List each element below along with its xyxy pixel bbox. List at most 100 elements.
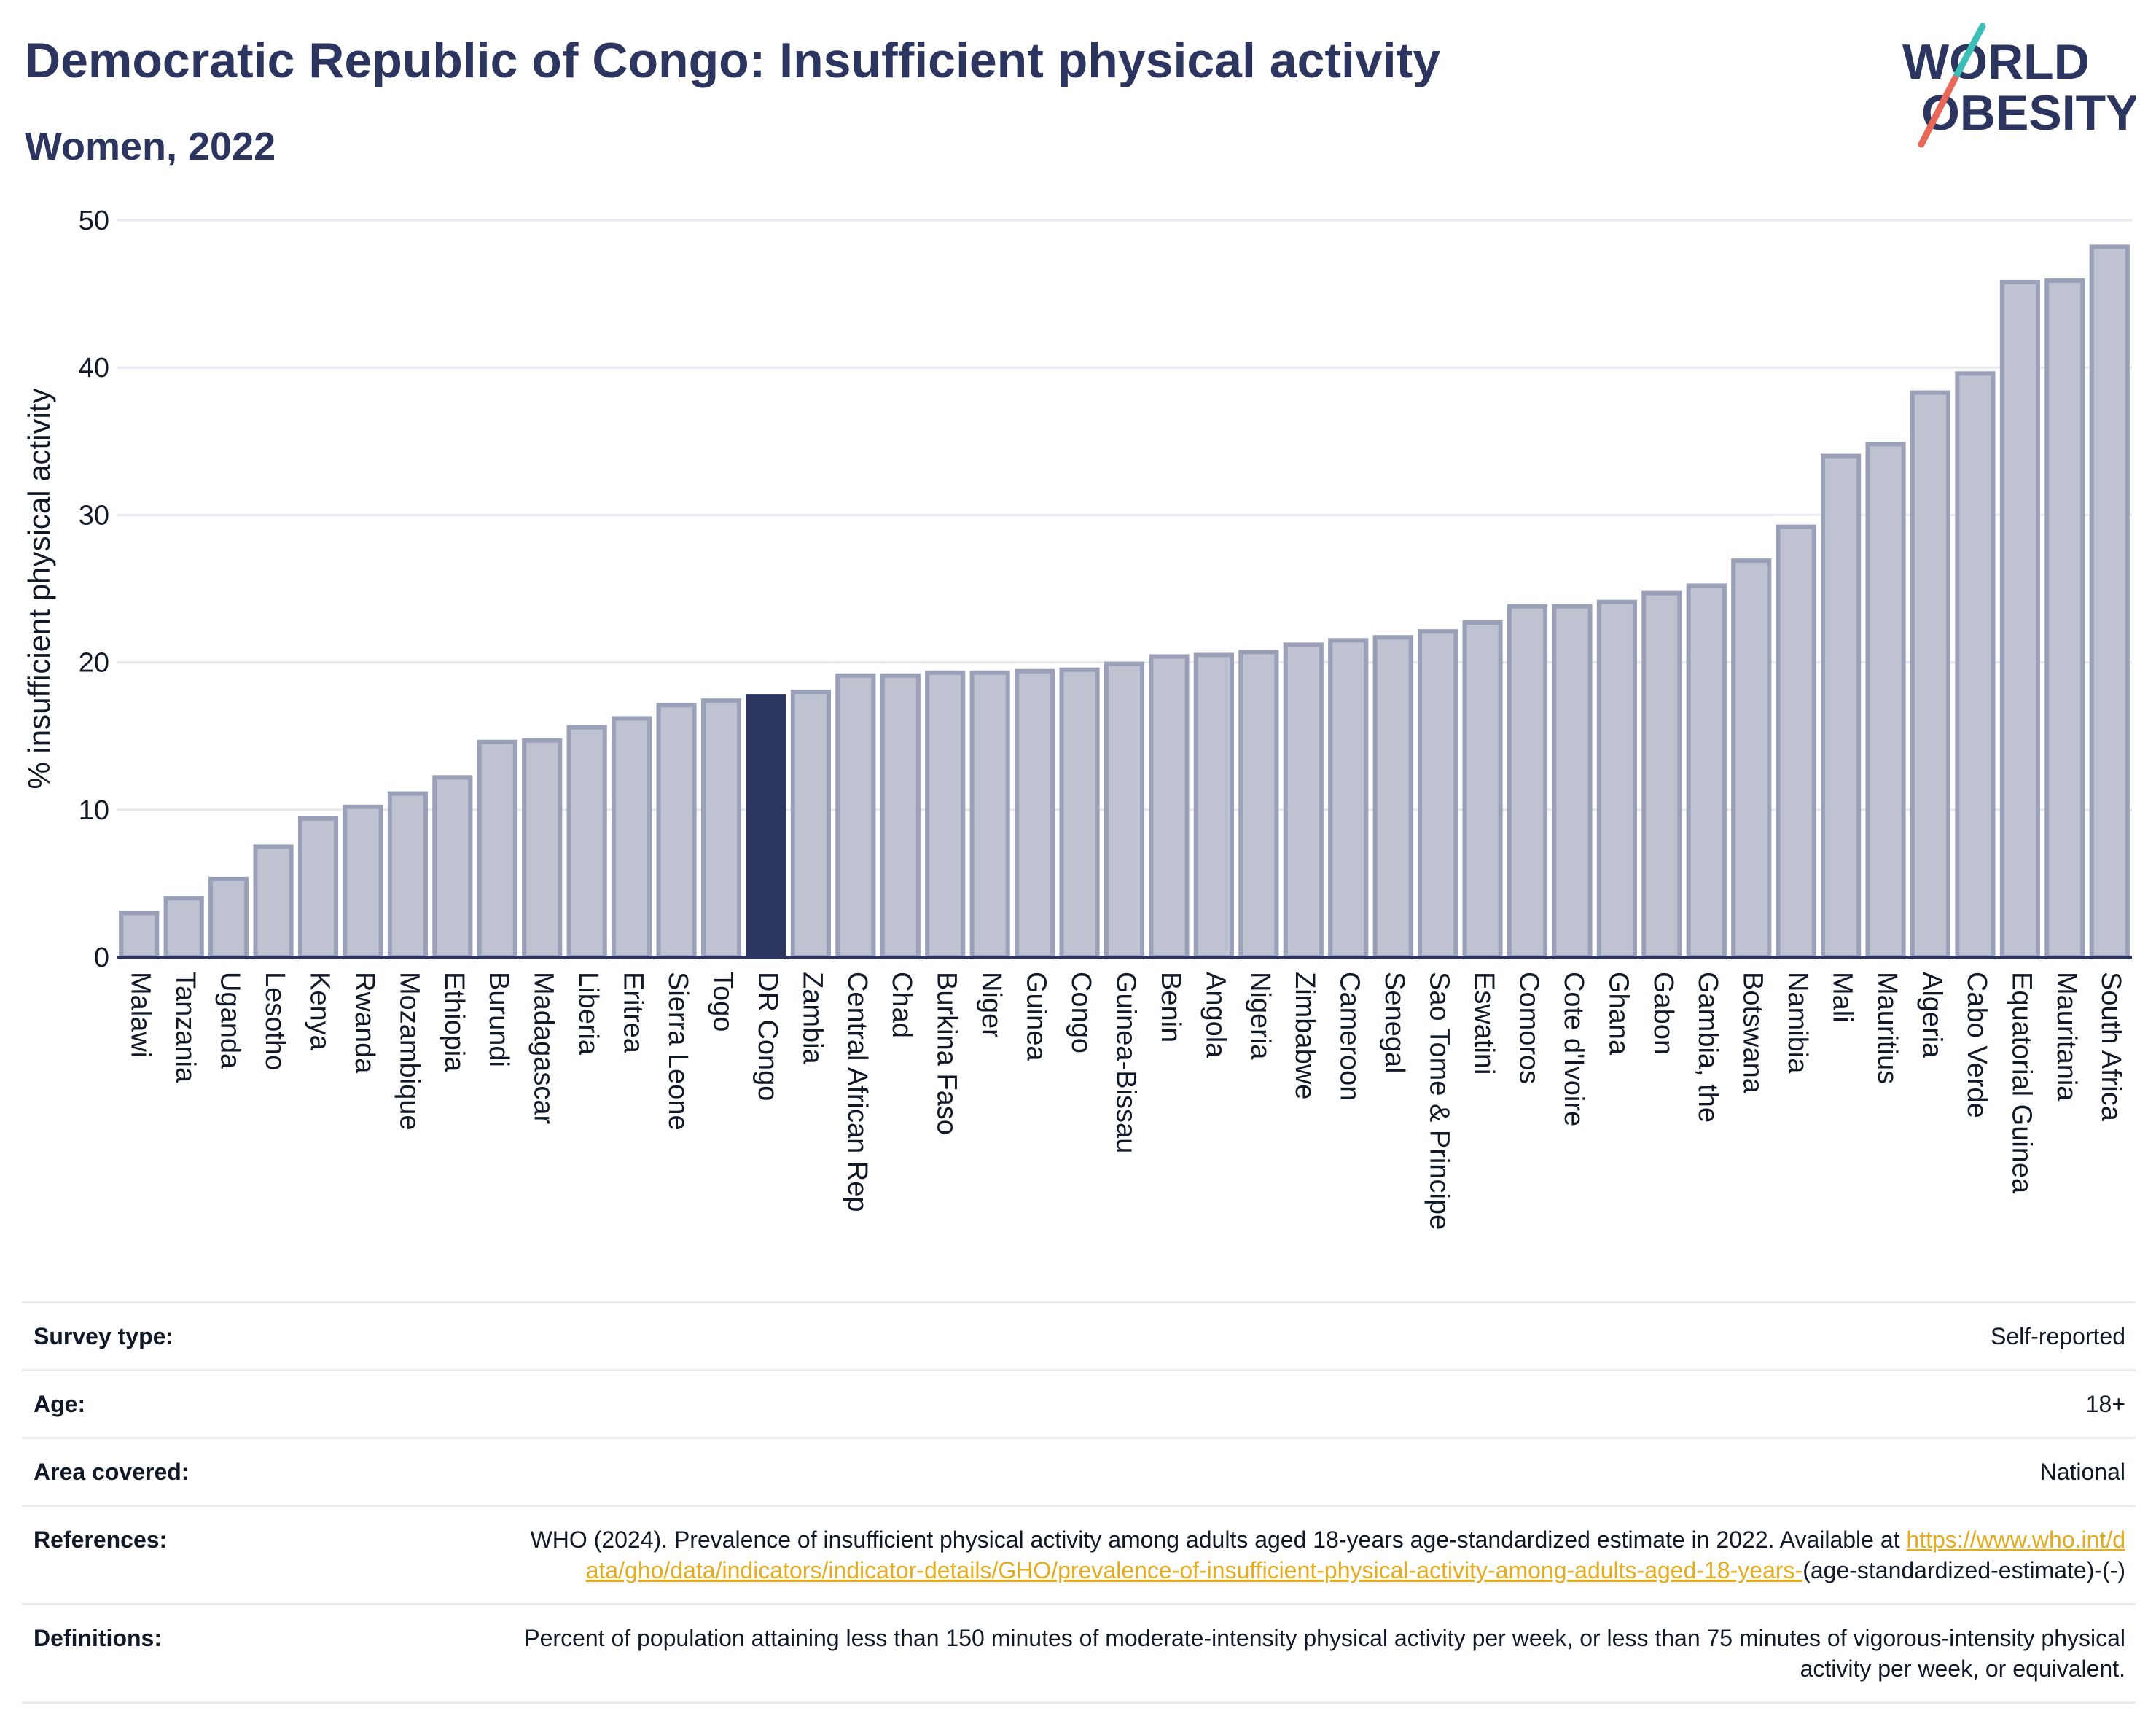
bar-angola — [1193, 652, 1234, 959]
bar-cameroon — [1328, 638, 1369, 960]
x-tick-label: Benin — [1155, 972, 1186, 1042]
bar-sierra-leone — [656, 703, 697, 959]
bar-congo — [1059, 667, 1100, 960]
bar-dr-congo — [746, 694, 786, 960]
age-label: Age: — [34, 1391, 86, 1417]
bar-ghana — [1596, 599, 1637, 959]
info-row-age: Age: 18+ — [22, 1369, 2136, 1437]
x-tick-label: Nigeria — [1245, 972, 1276, 1060]
x-tick-label: Cabo Verde — [1961, 972, 1992, 1118]
bar-chad — [880, 673, 921, 959]
references-value: WHO (2024). Prevalence of insufficient p… — [522, 1524, 2125, 1586]
bar-burkina-faso — [925, 670, 966, 960]
survey-type-value: Self-reported — [1991, 1323, 2125, 1349]
x-tick-label: Liberia — [573, 972, 604, 1056]
x-tick-label: Guinea-Bissau — [1110, 972, 1141, 1153]
bar-cote-d-ivoire — [1552, 604, 1593, 959]
bar-eswatini — [1462, 620, 1503, 959]
logo-line2: OBESITY — [1921, 85, 2136, 141]
x-tick-label: Eritrea — [618, 972, 649, 1054]
bar-rwanda — [343, 804, 383, 959]
x-tick-label: Botswana — [1738, 972, 1768, 1094]
info-row-survey-type: Survey type: Self-reported — [22, 1301, 2136, 1369]
y-tick-label: 50 — [79, 206, 109, 236]
definitions-value: Percent of population attaining less tha… — [524, 1625, 2125, 1682]
bar-zambia — [790, 690, 831, 959]
bar-uganda — [208, 876, 249, 959]
x-tick-label: Cameroon — [1335, 972, 1365, 1101]
x-tick-label: Central African Rep — [842, 972, 872, 1212]
x-tick-label: Mozambique — [394, 972, 424, 1131]
x-tick-label: Mali — [1827, 972, 1858, 1023]
bar-gabon — [1641, 590, 1682, 959]
bar-burundi — [477, 739, 517, 960]
x-tick-label: Guinea — [1021, 972, 1052, 1061]
x-tick-label: Mauritania — [2051, 972, 2082, 1102]
x-tick-label: Comoros — [1513, 972, 1544, 1084]
x-tick-label: Rwanda — [349, 972, 380, 1074]
x-tick-label: Zimbabwe — [1289, 972, 1320, 1099]
x-tick-label: Ethiopia — [439, 972, 469, 1072]
info-table: Survey type: Self-reported Age: 18+ Area… — [22, 1301, 2136, 1704]
x-tick-label: Eswatini — [1469, 972, 1499, 1075]
bar-algeria — [1910, 390, 1951, 960]
x-tick-label: Cote d'Ivoire — [1558, 972, 1589, 1126]
x-tick-label: Zambia — [797, 972, 827, 1065]
bar-mauritius — [1865, 442, 1906, 959]
y-tick-label: 10 — [79, 795, 109, 826]
y-tick-label: 0 — [94, 943, 109, 973]
bar-guinea — [1015, 668, 1055, 959]
bar-lesotho — [253, 844, 294, 959]
bar-malawi — [119, 911, 160, 960]
survey-type-label: Survey type: — [34, 1323, 174, 1349]
bar-tanzania — [163, 896, 204, 959]
references-link[interactable]: https://www.who.int/data/gho/data/indica… — [585, 1527, 2125, 1583]
x-tick-label: Congo — [1066, 972, 1096, 1053]
x-tick-label: Ghana — [1603, 972, 1633, 1056]
area-covered-label: Area covered: — [34, 1459, 190, 1485]
x-tick-label: Madagascar — [528, 972, 559, 1124]
world-obesity-logo: WORLD OBESITY — [1902, 23, 2136, 148]
x-tick-label: Burkina Faso — [931, 972, 962, 1135]
x-tick-label: Sierra Leone — [663, 972, 693, 1131]
x-tick-label: Mauritius — [1872, 972, 1902, 1084]
bar-mali — [1821, 453, 1862, 959]
x-tick-label: South Africa — [2096, 972, 2126, 1122]
x-tick-label: DR Congo — [752, 972, 783, 1101]
age-value: 18+ — [2085, 1391, 2125, 1417]
y-axis-ticks: 0 10 20 30 40 50 — [79, 206, 109, 973]
x-tick-label: Uganda — [215, 972, 246, 1069]
references-suffix: (age-standardized-estimate)-(-) — [1802, 1557, 2125, 1583]
logo-line1: WORLD — [1902, 34, 2090, 90]
info-row-definitions: Definitions: Percent of population attai… — [22, 1603, 2136, 1704]
x-tick-label: Burundi — [483, 972, 514, 1067]
x-tick-label: Lesotho — [259, 972, 290, 1070]
references-text: WHO (2024). Prevalence of insufficient p… — [530, 1527, 1900, 1553]
bar-chart: 0 10 20 30 40 50 Malawi Tanzania Uganda Lesotho K… — [22, 206, 2132, 1230]
bar-togo — [700, 698, 742, 959]
x-tick-label: Gambia, the — [1692, 972, 1723, 1123]
references-label: References: — [34, 1527, 168, 1553]
x-tick-label: Chad — [886, 972, 917, 1038]
bar-mozambique — [387, 791, 428, 959]
x-tick-label: Kenya — [304, 972, 335, 1051]
x-tick-label: Gabon — [1648, 972, 1679, 1055]
x-axis-labels: Malawi Tanzania Uganda Lesotho Kenya Rwanda Mo… — [125, 972, 2127, 1230]
x-tick-label: Togo — [707, 972, 738, 1032]
bar-cabo-verde — [1955, 371, 1996, 959]
x-tick-label: Malawi — [125, 972, 156, 1058]
bar-botswana — [1731, 558, 1772, 959]
bar-ethiopia — [432, 775, 473, 959]
x-tick-label: Equatorial Guinea — [2006, 972, 2036, 1194]
bar-kenya — [297, 816, 339, 959]
bar-sao-tome-principe — [1418, 629, 1458, 959]
x-tick-label: Algeria — [1916, 972, 1947, 1058]
info-row-references: References: WHO (2024). Prevalence of in… — [22, 1505, 2136, 1603]
x-tick-label: Sao Tome & Principe — [1424, 972, 1455, 1230]
bar-comoros — [1507, 604, 1548, 959]
x-tick-label: Namibia — [1782, 972, 1813, 1074]
bar-guinea-bissau — [1104, 661, 1145, 959]
x-tick-label: Niger — [976, 972, 1007, 1038]
y-tick-label: 30 — [79, 500, 109, 531]
bar-gambia-the — [1686, 583, 1727, 959]
